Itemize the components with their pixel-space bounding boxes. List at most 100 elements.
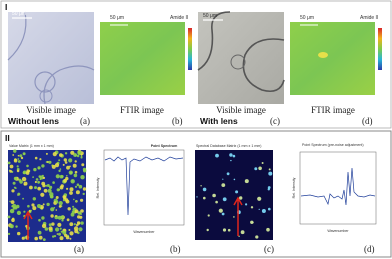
particle xyxy=(38,175,42,178)
caption: Visible image xyxy=(216,105,266,115)
particle xyxy=(23,210,26,213)
group-label: Without lens xyxy=(8,116,59,126)
particle xyxy=(55,196,59,199)
particle xyxy=(74,185,78,188)
particle xyxy=(73,223,76,226)
particle xyxy=(258,208,260,210)
particle xyxy=(267,188,270,191)
particle xyxy=(257,196,262,201)
particle xyxy=(203,196,206,200)
particle xyxy=(75,200,78,203)
particle xyxy=(63,178,67,183)
particle xyxy=(252,221,254,224)
particle xyxy=(39,158,42,161)
cell xyxy=(34,71,56,93)
particle xyxy=(39,178,42,181)
particle xyxy=(80,209,84,213)
particle xyxy=(232,154,236,158)
spectrum xyxy=(300,167,376,206)
particle xyxy=(82,187,87,191)
particle xyxy=(268,168,271,171)
particle xyxy=(9,169,13,173)
particle xyxy=(40,192,45,197)
y-axis-label: Rel. Intensity xyxy=(292,177,296,198)
part-label: I xyxy=(5,2,7,12)
particle xyxy=(11,217,15,221)
particle xyxy=(60,175,64,178)
particle xyxy=(41,223,47,229)
particle xyxy=(255,235,259,239)
particle xyxy=(254,167,258,171)
particle xyxy=(74,209,79,213)
particle xyxy=(34,180,38,184)
particle xyxy=(82,167,87,172)
caption: FTIR image xyxy=(120,105,164,115)
particle xyxy=(78,227,83,232)
panel-title: Spectral Database Matrix (1 mm x 1 mm) xyxy=(196,144,262,148)
particle xyxy=(82,192,85,196)
particle xyxy=(46,202,50,207)
particle xyxy=(14,187,17,190)
particle xyxy=(17,154,20,157)
particle xyxy=(233,216,235,218)
particle xyxy=(53,235,57,238)
particle xyxy=(64,161,68,164)
particle xyxy=(32,176,34,179)
particle xyxy=(58,159,61,162)
particle xyxy=(15,225,18,228)
particle xyxy=(34,156,38,160)
particle xyxy=(49,192,54,197)
caption: Visible image xyxy=(26,105,76,115)
particle xyxy=(9,208,15,214)
particle xyxy=(53,206,56,209)
particle xyxy=(69,191,73,195)
particle xyxy=(16,165,19,168)
particle xyxy=(73,226,79,231)
particle xyxy=(29,185,33,190)
particle xyxy=(74,154,77,157)
particle xyxy=(48,226,53,231)
particle xyxy=(250,206,254,209)
particle xyxy=(38,218,41,222)
particle xyxy=(7,161,11,165)
particle xyxy=(221,212,225,216)
particle xyxy=(17,160,21,163)
particle xyxy=(76,154,80,158)
cell xyxy=(39,89,53,103)
scale-label: 50 μm xyxy=(110,15,124,21)
particle xyxy=(52,181,55,184)
particle xyxy=(80,221,84,225)
arrow xyxy=(23,210,33,240)
scale-label: 50 μm xyxy=(12,11,26,17)
particle xyxy=(27,204,30,208)
particle xyxy=(268,207,271,211)
spectrum xyxy=(104,156,184,216)
particle xyxy=(218,208,223,213)
particle xyxy=(52,235,55,238)
particle xyxy=(19,180,23,184)
particle xyxy=(261,209,266,213)
particle xyxy=(202,187,207,192)
particle xyxy=(69,187,74,192)
particle xyxy=(72,205,75,208)
particle xyxy=(226,172,230,176)
particle xyxy=(68,229,71,231)
plot-area xyxy=(103,149,185,226)
particle xyxy=(57,222,62,227)
particle xyxy=(37,204,41,208)
particle xyxy=(74,170,78,174)
particle xyxy=(68,170,73,175)
particle xyxy=(42,238,46,242)
particle xyxy=(245,203,248,206)
particle xyxy=(14,158,17,162)
particle xyxy=(17,231,21,236)
particle xyxy=(22,197,24,200)
particle xyxy=(42,176,46,180)
particle xyxy=(70,179,75,184)
particle xyxy=(69,237,72,240)
particle xyxy=(55,209,58,211)
particle xyxy=(50,207,55,212)
cell-edge xyxy=(197,11,285,93)
particle xyxy=(47,188,52,193)
